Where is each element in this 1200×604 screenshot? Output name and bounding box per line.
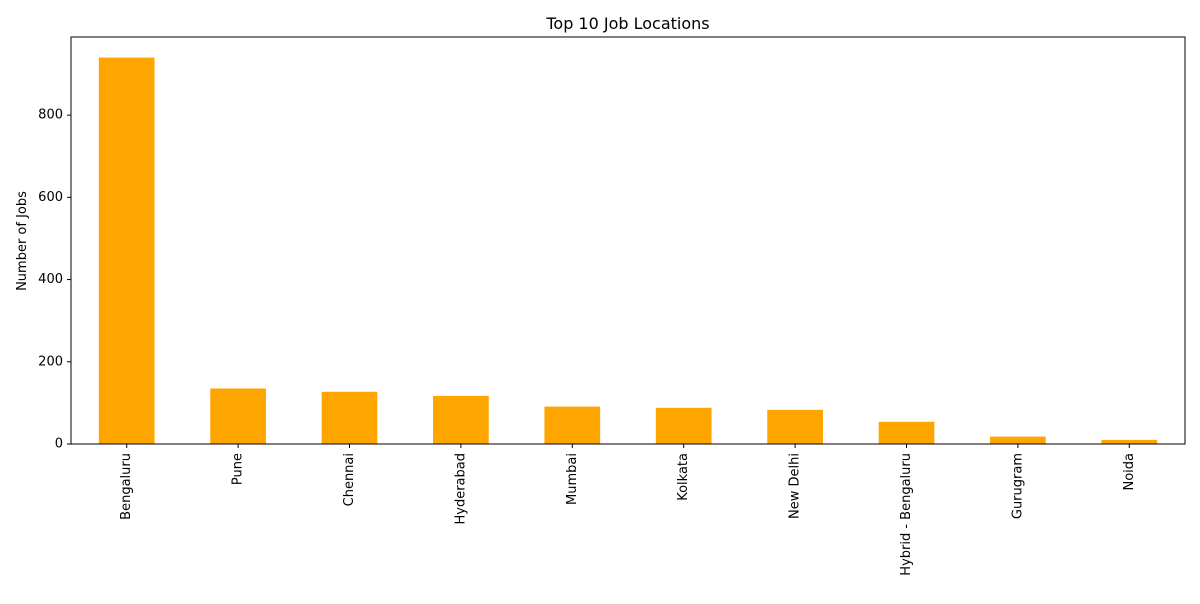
plot-frame bbox=[70, 36, 1186, 445]
y-tick-label: 200 bbox=[38, 354, 63, 369]
x-tick-label: Hyderabad bbox=[453, 453, 468, 524]
x-tick-label: Bengaluru bbox=[119, 453, 134, 520]
x-ticks-group: Bengaluru Pune Chennai Hyderabad Mumbai Kolka… bbox=[119, 444, 1137, 576]
bar-chennai bbox=[321, 391, 378, 444]
y-tick-label: 0 bbox=[55, 437, 63, 452]
x-tick-label: Mumbai bbox=[565, 453, 580, 505]
x-tick-label: New Delhi bbox=[788, 453, 803, 519]
x-tick-label: Pune bbox=[231, 453, 246, 485]
x-tick-label: Hybrid - Bengaluru bbox=[899, 453, 914, 576]
chart-title: Top 10 Job Locations bbox=[545, 14, 709, 33]
bar-bengaluru bbox=[98, 57, 155, 445]
y-axis-label: Number of Jobs bbox=[15, 191, 30, 291]
y-ticks-group: 0 200 400 600 800 bbox=[38, 108, 71, 452]
y-tick-label: 400 bbox=[38, 272, 63, 287]
x-tick-label: Noida bbox=[1122, 453, 1137, 491]
bar-pune bbox=[210, 388, 266, 444]
bar-noida bbox=[1101, 439, 1158, 444]
y-tick-label: 800 bbox=[38, 108, 63, 123]
bar-gurugram bbox=[990, 436, 1046, 444]
bars-group bbox=[98, 57, 1158, 445]
bar-hyderabad bbox=[433, 395, 489, 444]
bar-hybrid-bengaluru bbox=[878, 421, 935, 444]
x-tick-label: Gurugram bbox=[1010, 453, 1025, 519]
x-tick-label: Chennai bbox=[342, 453, 357, 506]
x-tick-label: Kolkata bbox=[676, 453, 691, 501]
y-tick-label: 600 bbox=[38, 190, 63, 205]
bar-kolkata bbox=[655, 407, 712, 444]
bar-mumbai bbox=[544, 406, 601, 444]
bar-new-delhi bbox=[767, 409, 823, 444]
